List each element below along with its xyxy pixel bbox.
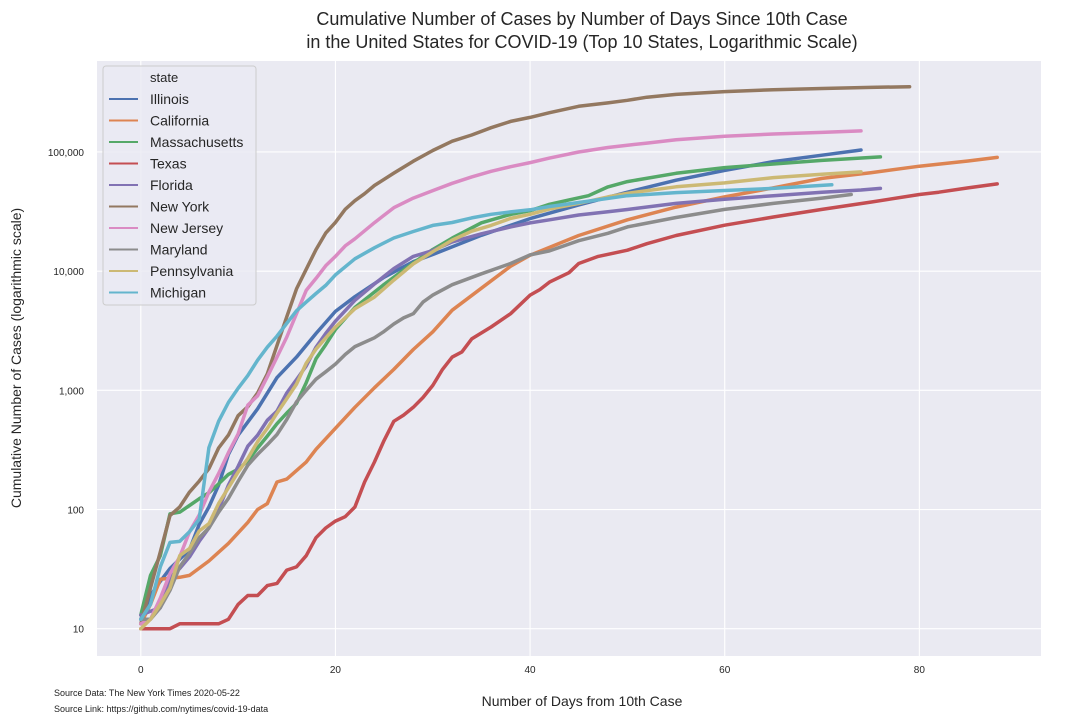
legend-box xyxy=(102,65,257,306)
legend-label-maryland: Maryland xyxy=(150,242,208,258)
x-tick-label: 60 xyxy=(719,665,731,676)
legend-title: state xyxy=(150,70,178,85)
y-tick-label: 100,000 xyxy=(48,148,85,159)
legend-label-illinois: Illinois xyxy=(150,91,189,107)
legend-label-texas: Texas xyxy=(150,156,187,172)
legend-label-new-jersey: New Jersey xyxy=(150,220,223,236)
legend: state Illinois California Massachusetts Tex… xyxy=(102,65,257,306)
y-tick-label: 10,000 xyxy=(53,267,84,278)
series-line-california xyxy=(139,155,999,626)
source-data-note: Source Data: The New York Times 2020-05-… xyxy=(54,688,240,698)
series-line-maryland xyxy=(139,192,853,622)
y-tick-label: 10 xyxy=(73,625,85,636)
series-line-new-york xyxy=(139,84,912,626)
legend-items: Illinois California Massachusetts Texas Flor… xyxy=(109,91,243,301)
x-tick-label: 20 xyxy=(330,665,342,676)
chart-title-line-2: in the United States for COVID-19 (Top 1… xyxy=(306,32,857,52)
series-lines xyxy=(139,84,999,631)
legend-label-new-york: New York xyxy=(150,199,210,215)
legend-label-massachusetts: Massachusetts xyxy=(150,134,243,150)
legend-label-florida: Florida xyxy=(150,177,193,193)
series-line-michigan xyxy=(139,183,834,622)
y-axis-label: Cumulative Number of Cases (logarithmic … xyxy=(8,208,24,508)
series-line-texas xyxy=(139,182,999,631)
legend-label-pennsylvania: Pennsylvania xyxy=(150,263,233,279)
chart-title-line-1: Cumulative Number of Cases by Number of … xyxy=(316,9,847,29)
legend-label-michigan: Michigan xyxy=(150,285,206,301)
y-tick-label: 100 xyxy=(67,506,84,517)
y-tick-label: 1,000 xyxy=(59,386,84,397)
x-axis-label: Number of Days from 10th Case xyxy=(482,693,683,709)
y-axis-ticks: 10 100 1,000 10,000 100,000 xyxy=(48,148,85,636)
x-tick-label: 40 xyxy=(525,665,537,676)
legend-label-california: California xyxy=(150,113,209,129)
series-line-new-jersey xyxy=(139,129,863,626)
x-tick-label: 80 xyxy=(914,665,926,676)
source-link-note: Source Link: https://github.com/nytimes/… xyxy=(54,704,269,714)
x-axis-ticks: 0 20 40 60 80 xyxy=(138,665,925,676)
x-tick-label: 0 xyxy=(138,665,144,676)
